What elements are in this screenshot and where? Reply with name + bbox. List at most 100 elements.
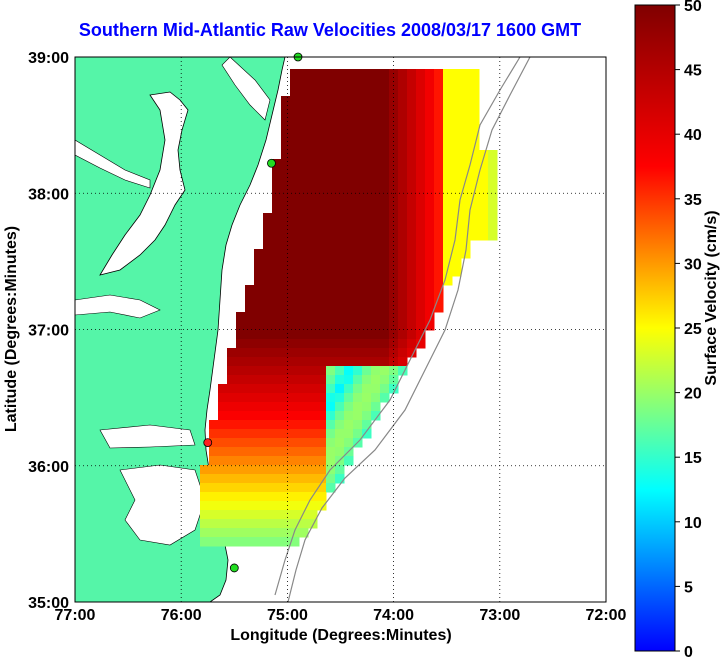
velocity-cell: [281, 186, 291, 196]
velocity-cell: [245, 528, 255, 538]
velocity-cell: [281, 168, 291, 178]
velocity-cell: [290, 375, 300, 385]
velocity-cell: [308, 159, 318, 169]
velocity-cell: [461, 195, 471, 205]
velocity-cell: [308, 465, 318, 475]
velocity-cell: [470, 69, 480, 79]
velocity-cell: [407, 87, 417, 97]
velocity-cell: [398, 321, 408, 331]
velocity-cell: [299, 96, 309, 106]
velocity-cell: [452, 177, 462, 187]
velocity-cell: [317, 96, 327, 106]
velocity-cell: [353, 294, 363, 304]
velocity-cell: [227, 357, 237, 367]
velocity-cell: [407, 231, 417, 241]
velocity-cell: [407, 114, 417, 124]
velocity-cell: [353, 168, 363, 178]
velocity-cell: [353, 330, 363, 340]
velocity-cell: [236, 483, 246, 493]
velocity-cell: [299, 123, 309, 133]
x-tick-label: 74:00: [373, 607, 414, 624]
velocity-cell: [281, 411, 291, 421]
velocity-cell: [461, 87, 471, 97]
velocity-cell: [299, 168, 309, 178]
velocity-cell: [335, 105, 345, 115]
velocity-cell: [344, 303, 354, 313]
velocity-cell: [281, 402, 291, 412]
velocity-cell: [443, 240, 453, 250]
velocity-cell: [380, 159, 390, 169]
velocity-cell: [299, 402, 309, 412]
velocity-cell: [326, 384, 336, 394]
y-tick-label: 36:00: [28, 459, 69, 476]
velocity-cell: [353, 420, 363, 430]
velocity-cell: [389, 330, 399, 340]
velocity-cell: [344, 114, 354, 124]
velocity-cell: [272, 321, 282, 331]
velocity-cell: [380, 132, 390, 142]
velocity-cell: [218, 420, 228, 430]
velocity-cell: [245, 447, 255, 457]
velocity-cell: [245, 321, 255, 331]
velocity-cell: [362, 186, 372, 196]
velocity-cell: [344, 168, 354, 178]
velocity-cell: [371, 366, 381, 376]
velocity-cell: [452, 150, 462, 160]
velocity-cell: [353, 69, 363, 79]
velocity-cell: [227, 528, 237, 538]
velocity-cell: [254, 321, 264, 331]
delaware-bay: [221, 57, 271, 121]
velocity-cell: [272, 267, 282, 277]
velocity-cell: [299, 177, 309, 187]
velocity-cell: [407, 132, 417, 142]
velocity-cell: [443, 258, 453, 268]
velocity-cell: [254, 429, 264, 439]
velocity-cell: [407, 150, 417, 160]
velocity-cell: [290, 114, 300, 124]
velocity-cell: [443, 123, 453, 133]
velocity-cell: [461, 231, 471, 241]
velocity-cell: [380, 393, 390, 403]
velocity-cell: [398, 303, 408, 313]
velocity-cell: [308, 420, 318, 430]
velocity-cell: [299, 429, 309, 439]
velocity-cell: [281, 231, 291, 241]
velocity-cell: [380, 285, 390, 295]
velocity-cell: [425, 240, 435, 250]
velocity-cell: [425, 123, 435, 133]
velocity-cell: [308, 96, 318, 106]
velocity-cell: [308, 132, 318, 142]
velocity-cell: [344, 150, 354, 160]
velocity-cell: [254, 258, 264, 268]
velocity-cell: [254, 537, 264, 547]
velocity-cell: [425, 168, 435, 178]
velocity-cell: [353, 141, 363, 151]
velocity-cell: [362, 330, 372, 340]
velocity-cell: [470, 96, 480, 106]
velocity-cell: [344, 330, 354, 340]
velocity-cell: [200, 465, 210, 475]
velocity-cell: [281, 321, 291, 331]
velocity-cell: [362, 177, 372, 187]
velocity-cell: [398, 240, 408, 250]
velocity-cell: [236, 438, 246, 448]
velocity-cell: [380, 96, 390, 106]
velocity-cell: [335, 249, 345, 259]
velocity-cell: [290, 267, 300, 277]
velocity-cell: [371, 348, 381, 358]
velocity-cell: [263, 240, 273, 250]
velocity-cell: [335, 186, 345, 196]
velocity-cell: [317, 303, 327, 313]
colorbar: [634, 4, 676, 652]
velocity-cell: [353, 411, 363, 421]
velocity-cell: [353, 303, 363, 313]
velocity-cell: [290, 474, 300, 484]
velocity-cell: [362, 348, 372, 358]
velocity-cell: [227, 483, 237, 493]
velocity-cell: [290, 510, 300, 520]
velocity-cell: [434, 168, 444, 178]
radar-stations: [203, 52, 303, 573]
velocity-cell: [398, 105, 408, 115]
velocity-cell: [389, 96, 399, 106]
velocity-cell: [326, 375, 336, 385]
